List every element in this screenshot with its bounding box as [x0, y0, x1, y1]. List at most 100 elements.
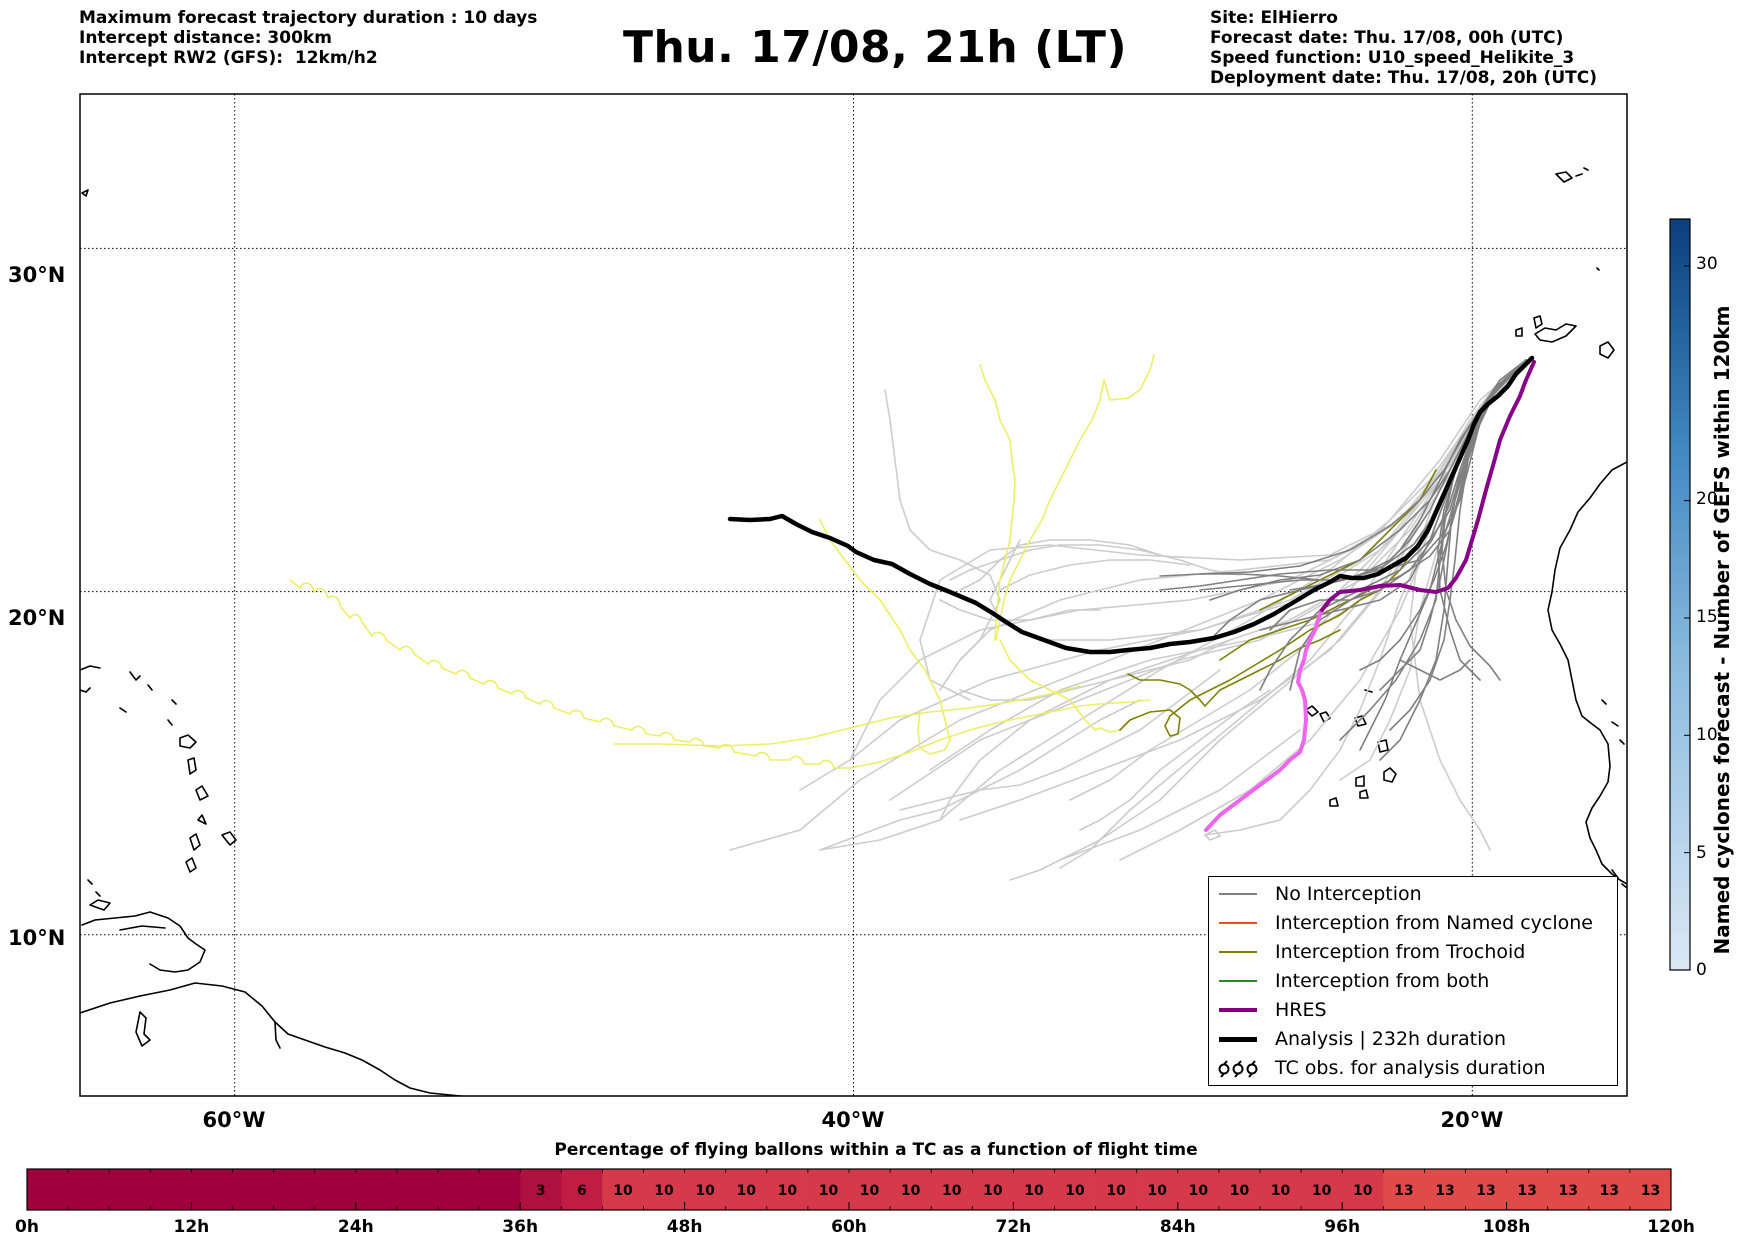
trochoid-tracks	[289, 354, 1155, 769]
timeline-cell-value: 10	[983, 1183, 1003, 1199]
timeline-hour-label: 0h	[15, 1217, 39, 1237]
timeline-cell	[766, 1169, 809, 1210]
timeline-cell	[1465, 1169, 1508, 1210]
coastline	[80, 167, 1627, 1096]
timeline-cell-value: 10	[1024, 1183, 1044, 1199]
colorbar-tick-label: 15	[1696, 607, 1718, 627]
tc-obs-icon	[1218, 1060, 1258, 1078]
timeline-cell	[972, 1169, 1014, 1210]
timeline-cell-value: 3	[536, 1183, 546, 1199]
timeline-cell	[643, 1169, 686, 1210]
timeline-hour-label: 48h	[666, 1217, 703, 1237]
timeline-cell	[232, 1169, 275, 1210]
timeline-cell-value: 10	[1312, 1183, 1332, 1199]
timeline-cell-value: 10	[654, 1183, 674, 1199]
max-duration-text: Maximum forecast trajectory duration : 1…	[79, 8, 538, 28]
timeline-cell	[1424, 1169, 1466, 1210]
timeline-cell-value: 10	[695, 1183, 715, 1199]
timeline-cell	[1054, 1169, 1097, 1210]
legend-item-named-cyclone: Interception from Named cyclone	[1215, 910, 1593, 936]
colorbar-tick-label: 10	[1696, 725, 1718, 745]
timeline-cell	[27, 1169, 69, 1210]
timeline-cell-value: 6	[577, 1183, 587, 1199]
timeline-cell-value: 13	[1600, 1183, 1619, 1199]
timeline-cell-value: 10	[1271, 1183, 1291, 1199]
timeline-cell	[479, 1169, 521, 1210]
timeline-cell	[1588, 1169, 1631, 1210]
timeline-cell	[396, 1169, 439, 1210]
lon-label-20w: 20°W	[1440, 1108, 1504, 1132]
timeline-cell	[273, 1169, 316, 1210]
timeline-cell	[1547, 1169, 1590, 1210]
timeline-bar: 3 6 10 10 10 10 10 10 10 10 10 10 10 10 10 10 10 10 10 10 10…	[26, 1168, 1672, 1211]
colorbar-tick-label: 5	[1696, 843, 1707, 863]
timeline-cell	[1177, 1169, 1220, 1210]
legend: No Interception Interception from Named …	[1208, 876, 1618, 1086]
colorbar-tick-label: 30	[1696, 254, 1718, 274]
timeline-cell	[807, 1169, 850, 1210]
lat-label-20n: 20°N	[8, 606, 66, 630]
timeline-tick-marks	[26, 1169, 1672, 1210]
map-frame	[79, 93, 1628, 1097]
page-title: Thu. 17/08, 21h (LT)	[622, 22, 1128, 73]
timeline-cell	[931, 1169, 973, 1210]
speed-function-text: Speed function: U10_speed_Helikite_3	[1210, 48, 1575, 68]
timeline-cell-value: 13	[1559, 1183, 1578, 1199]
timeline-cell-value: 13	[1394, 1183, 1413, 1199]
timeline-cell	[438, 1169, 480, 1210]
timeline-hour-label: 96h	[1324, 1217, 1361, 1237]
timeline-cell-value: 10	[1106, 1183, 1126, 1199]
timeline-cell	[1383, 1169, 1425, 1210]
colorbar-tick-marks	[1684, 265, 1690, 971]
timeline-cell-value: 10	[1353, 1183, 1373, 1199]
deployment-date-text: Deployment date: Thu. 17/08, 20h (UTC)	[1210, 68, 1597, 88]
timeline-hour-label: 120h	[1647, 1217, 1695, 1237]
timeline-cell-value: 10	[778, 1183, 798, 1199]
analysis-trajectory	[727, 355, 1535, 655]
timeline-cell-value: 10	[613, 1183, 633, 1199]
timeline-cell	[602, 1169, 644, 1210]
timeline-hour-label: 60h	[831, 1217, 867, 1237]
timeline-cell	[1013, 1169, 1055, 1210]
timeline-cell-value: 10	[819, 1183, 839, 1199]
timeline-cell	[355, 1169, 398, 1210]
forecast-date-text: Forecast date: Thu. 17/08, 00h (UTC)	[1210, 28, 1564, 48]
timeline-cell-value: 10	[737, 1183, 757, 1199]
colorbar-tick-label: 20	[1696, 489, 1718, 509]
timeline-cell	[150, 1169, 192, 1210]
lon-label-40w: 40°W	[821, 1108, 885, 1132]
hres-trajectory	[1204, 360, 1536, 832]
timeline-cell	[314, 1169, 357, 1210]
timeline-cell-value: 10	[860, 1183, 880, 1199]
site-text: Site: ElHierro	[1210, 8, 1338, 28]
timeline-hour-label: 108h	[1482, 1217, 1531, 1237]
lon-label-60w: 60°W	[202, 1108, 266, 1132]
colorbar	[1669, 218, 1691, 971]
intercept-distance-text: Intercept distance: 300km	[79, 28, 332, 48]
timeline-cell	[1629, 1169, 1672, 1210]
legend-item-both: Interception from both	[1215, 968, 1489, 994]
timeline-cell	[725, 1169, 768, 1210]
timeline-cell	[109, 1169, 151, 1210]
timeline-cell	[68, 1169, 110, 1210]
timeline-cell	[191, 1169, 233, 1210]
timeline-hour-label: 12h	[173, 1217, 210, 1237]
colorbar-title: Named cyclones forecast - Number of GEFS…	[1710, 305, 1734, 955]
timeline-cell	[849, 1169, 891, 1210]
legend-item-trochoid: Interception from Trochoid	[1215, 939, 1525, 965]
timeline-cell-value: 13	[1517, 1183, 1536, 1199]
ensemble-trajectories-light	[729, 359, 1527, 881]
timeline-cell	[1301, 1169, 1343, 1210]
timeline-hour-label: 84h	[1159, 1217, 1196, 1237]
timeline-cell-value: 13	[1641, 1183, 1660, 1199]
timeline-cell-value: 10	[1189, 1183, 1209, 1199]
legend-item-tc-obs: TC obs. for analysis duration	[1215, 1055, 1546, 1081]
timeline-cell	[1095, 1169, 1138, 1210]
timeline-hour-label: 24h	[337, 1217, 374, 1237]
timeline-hour-label: 36h	[502, 1217, 539, 1237]
timeline-cell-value: 10	[901, 1183, 921, 1199]
legend-item-hres: HRES	[1215, 997, 1327, 1023]
timeline-cell-value: 10	[942, 1183, 962, 1199]
colorbar-tick-label: 0	[1696, 960, 1707, 980]
timeline-cell	[561, 1169, 603, 1210]
